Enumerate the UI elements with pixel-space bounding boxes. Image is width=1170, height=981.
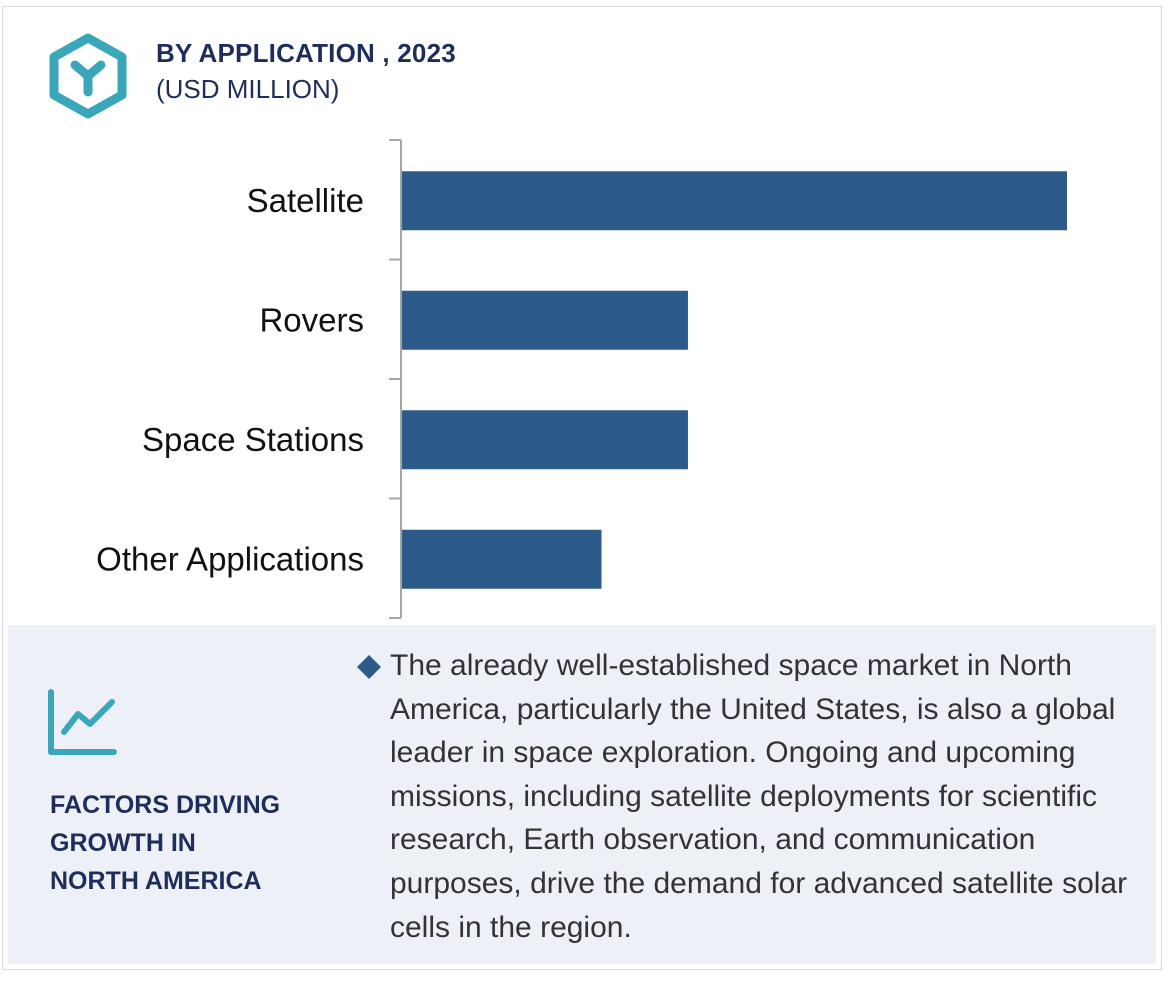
factors-heading-line: FACTORS DRIVING [50,791,281,819]
category-label: Rovers [259,301,364,338]
bar-other-applications [402,529,602,589]
bar-rovers [402,290,688,350]
brand-hexagon-logo-icon [49,33,127,119]
trend-line-icon [48,689,117,755]
bar-satellite [402,171,1067,231]
diamond-bullet-icon [357,655,381,679]
factors-panel [8,625,1156,964]
category-label: Space Stations [142,421,364,458]
factors-heading: FACTORS DRIVING GROWTH IN NORTH AMERICA [50,786,330,900]
chart-subtitle: (USD MILLION) [156,74,340,104]
chart-title: BY APPLICATION , 2023 [156,38,456,68]
factors-heading-line: GROWTH IN [50,829,196,857]
bar-space-stations [402,410,688,470]
factors-bullet-text: The already well-established space marke… [390,649,1128,944]
category-label: Satellite [247,182,364,219]
category-label: Other Applications [96,540,364,577]
factors-heading-line: NORTH AMERICA [50,867,262,895]
bar-chart: Satellite Rovers Space Stations Other Appli… [96,139,1067,619]
